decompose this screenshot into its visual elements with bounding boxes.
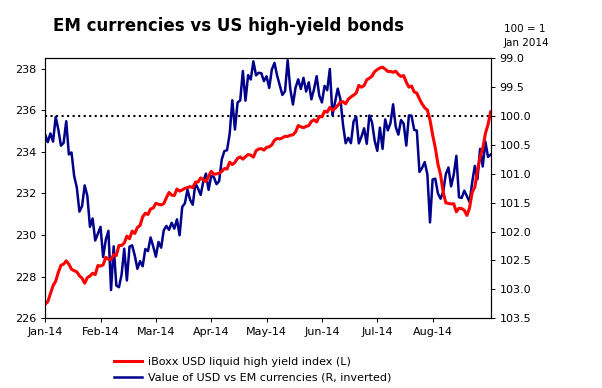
Text: 100 = 1
Jan 2014: 100 = 1 Jan 2014 [504,24,550,48]
Legend: iBoxx USD liquid high yield index (L), Value of USD vs EM currencies (R, inverte: iBoxx USD liquid high yield index (L), V… [114,357,391,383]
Text: EM currencies vs US high-yield bonds: EM currencies vs US high-yield bonds [53,17,405,35]
